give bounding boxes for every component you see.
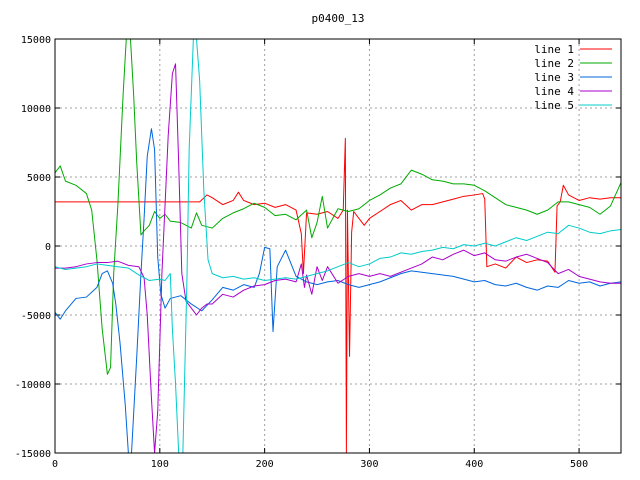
x-tick-label: 200 (256, 459, 274, 470)
series-lines (55, 39, 621, 453)
x-tick-label: 400 (465, 459, 483, 470)
series-line-4 (55, 63, 621, 453)
x-tick-label: 100 (151, 459, 169, 470)
y-tick-label: 15000 (21, 35, 51, 46)
legend-label-1: line 1 (534, 43, 574, 56)
y-tick-label: -15000 (15, 449, 51, 460)
series-line-3 (55, 128, 621, 453)
legend-label-3: line 3 (534, 71, 574, 84)
tick-labels: 0 100 200 300 400 500 -15000 -10000 -5000 0 5000 10… (15, 35, 588, 470)
legend-label-5: line 5 (534, 99, 574, 112)
x-tick-label: 0 (52, 459, 58, 470)
y-tick-label: 10000 (21, 104, 51, 115)
legend-label-2: line 2 (534, 57, 574, 70)
y-tick-label: 0 (45, 242, 51, 253)
series-line-5 (55, 39, 621, 453)
plot-frame (54, 38, 622, 454)
legend-label-4: line 4 (534, 85, 574, 98)
y-tick-label: -10000 (15, 380, 51, 391)
x-tick-label: 300 (360, 459, 378, 470)
y-tick-label: -5000 (21, 311, 51, 322)
series-line-2 (55, 39, 621, 375)
y-tick-label: 5000 (27, 173, 51, 184)
chart-title: p0400_13 (312, 12, 365, 25)
x-tick-label: 500 (570, 459, 588, 470)
